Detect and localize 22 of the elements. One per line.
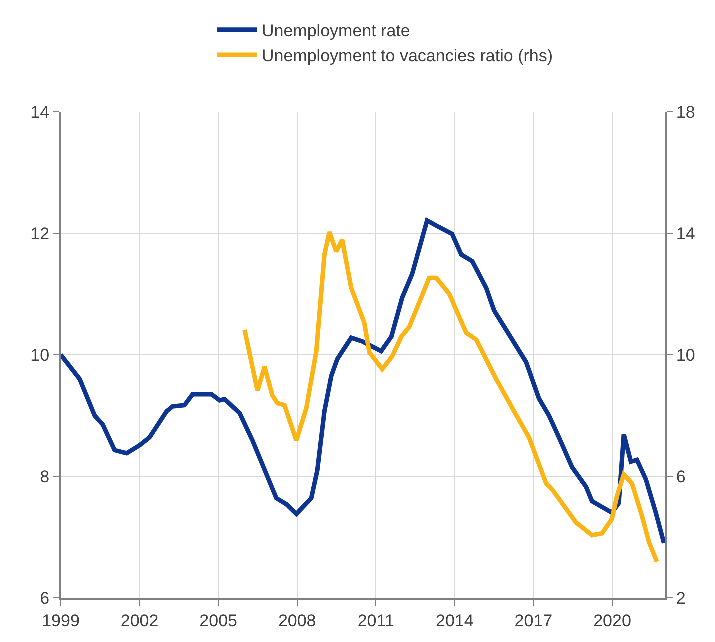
- x-tick-label: 2014: [436, 611, 474, 630]
- x-tick-label: 2008: [278, 611, 316, 630]
- legend-label: Unemployment to vacancies ratio (rhs): [262, 46, 554, 66]
- x-tick-label: 2017: [514, 611, 553, 630]
- y-tick-label: 12: [30, 224, 50, 244]
- legend-label: Unemployment rate: [262, 22, 410, 41]
- x-tick-label: 2020: [594, 611, 632, 630]
- y2-tick-label: 14: [676, 224, 696, 244]
- y2-tick-label: 18: [676, 102, 696, 122]
- y-tick-label: 14: [30, 102, 50, 122]
- y2-tick-label: 10: [676, 346, 696, 365]
- x-tick-label: 2011: [358, 611, 394, 630]
- y-tick-label: 10: [30, 346, 50, 365]
- y-tick-label: 6: [40, 588, 50, 608]
- y-tick-label: 8: [40, 467, 50, 486]
- x-tick-label: 2002: [120, 611, 159, 630]
- line-series: [242, 230, 660, 564]
- y2-tick-label: 6: [676, 467, 686, 486]
- x-tick-label: 1999: [42, 611, 80, 630]
- line-series: [61, 218, 665, 546]
- x-tick-label: 2005: [200, 611, 238, 630]
- y2-tick-label: 2: [676, 588, 686, 608]
